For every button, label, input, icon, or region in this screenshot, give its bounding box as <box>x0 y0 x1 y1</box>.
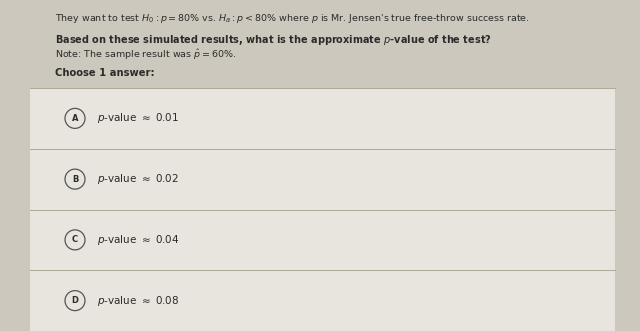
Circle shape <box>65 169 85 189</box>
Circle shape <box>65 291 85 310</box>
Text: They want to test $H_0 : p = 80\%$ vs. $H_a : p < 80\%$ where $p$ is Mr. Jensen': They want to test $H_0 : p = 80\%$ vs. $… <box>55 12 530 25</box>
Text: B: B <box>72 175 78 184</box>
Bar <box>30 149 615 210</box>
Bar <box>30 88 615 149</box>
Bar <box>30 270 615 331</box>
Text: Based on these simulated results, what is the approximate $p$-value of the test?: Based on these simulated results, what i… <box>55 33 492 47</box>
Circle shape <box>65 230 85 250</box>
Text: C: C <box>72 235 78 244</box>
Text: D: D <box>72 296 79 305</box>
Circle shape <box>65 108 85 128</box>
Text: $p$-value $\approx$ 0.02: $p$-value $\approx$ 0.02 <box>97 172 179 186</box>
Text: $p$-value $\approx$ 0.01: $p$-value $\approx$ 0.01 <box>97 111 179 125</box>
Bar <box>30 210 615 270</box>
Text: A: A <box>72 114 78 123</box>
Text: $p$-value $\approx$ 0.08: $p$-value $\approx$ 0.08 <box>97 294 179 307</box>
Text: Note: The sample result was $\hat{p} = 60\%$.: Note: The sample result was $\hat{p} = 6… <box>55 47 236 62</box>
Text: Choose 1 answer:: Choose 1 answer: <box>55 68 155 78</box>
Text: $p$-value $\approx$ 0.04: $p$-value $\approx$ 0.04 <box>97 233 180 247</box>
